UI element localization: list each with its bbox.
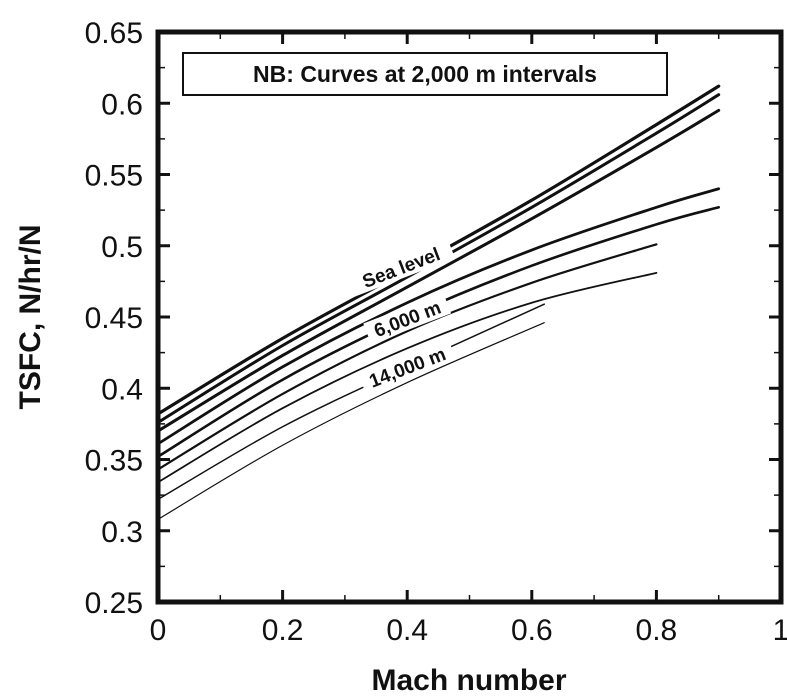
y-tick-label: 0.55 xyxy=(85,160,143,193)
y-tick-label: 0.3 xyxy=(101,516,143,549)
curve-label-2: 6,000 m xyxy=(363,292,452,345)
series-line-3 xyxy=(156,108,721,433)
series-line-4 xyxy=(156,187,721,446)
y-tick-label: 0.35 xyxy=(85,445,143,478)
series-line-5 xyxy=(156,205,720,458)
series-line-9 xyxy=(157,322,545,520)
series-line-1 xyxy=(156,84,721,416)
tick-group: 0 0.2 0.4 0.6 0.8 1 0.25 0.3 0.35 0.4 0.45 0.5 0.55 0… xyxy=(85,17,787,647)
curve-label-bg xyxy=(363,292,452,345)
curve-label-text: Sea level xyxy=(360,244,443,293)
curve-label-bg xyxy=(358,339,457,395)
x-tick-label: 0.2 xyxy=(262,614,304,647)
series-line-8 xyxy=(157,303,546,501)
y-tick-label: 0.65 xyxy=(85,17,143,50)
curve-label-text: 14,000 m xyxy=(366,344,448,392)
plot-frame xyxy=(155,29,784,605)
y-tick-label: 0.45 xyxy=(85,302,143,335)
y-tick-label: 0.25 xyxy=(85,587,143,620)
y-tick-label: 0.4 xyxy=(101,373,143,406)
x-tick-label: 0.6 xyxy=(511,614,553,647)
note-box-frame xyxy=(182,52,668,96)
curve-label-text: 6,000 m xyxy=(371,298,444,343)
curve-label-group: Sea level 6,000 m14,000 m xyxy=(347,237,457,395)
series-line-7 xyxy=(157,271,658,484)
note-text: NB: Curves at 2,000 m intervals xyxy=(253,61,597,87)
x-tick-label: 1 xyxy=(773,614,787,647)
y-axis-title: TSFC, N/hr/N xyxy=(14,225,47,410)
x-tick-label: 0 xyxy=(150,614,167,647)
x-tick-label: 0.8 xyxy=(636,614,678,647)
x-axis-title: Mach number xyxy=(371,664,566,697)
y-tick-label: 0.6 xyxy=(101,88,143,121)
note-box: NB: Curves at 2,000 m intervals xyxy=(182,52,668,96)
curve-label-bg xyxy=(347,237,455,297)
series-line-2 xyxy=(156,93,721,424)
curve-group xyxy=(156,84,721,520)
series-line-6 xyxy=(156,243,658,471)
x-tick-label: 0.4 xyxy=(386,614,428,647)
y-tick-label: 0.5 xyxy=(101,231,143,264)
